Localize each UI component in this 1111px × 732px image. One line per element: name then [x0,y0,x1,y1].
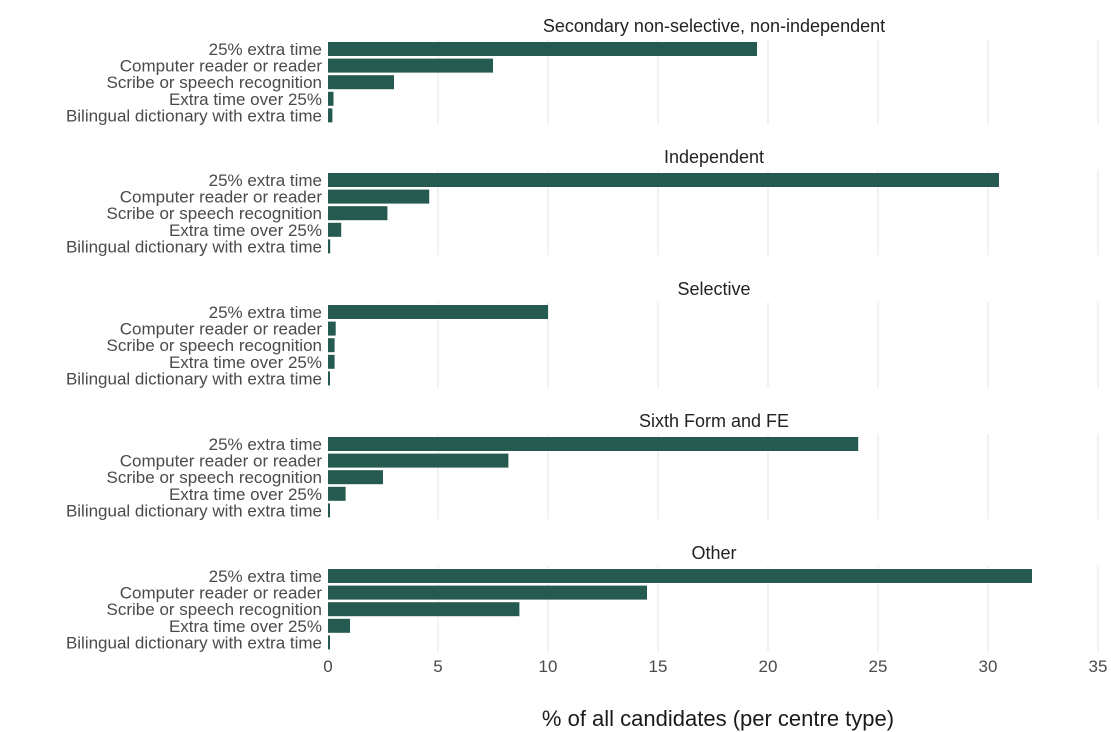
bar [328,371,330,386]
bar [328,189,430,204]
bar [328,91,334,106]
grid-layer [437,39,1099,652]
category-label: Scribe or speech recognition [107,73,322,92]
category-label: Computer reader or reader [120,188,323,207]
bar [328,486,346,501]
category-label: Scribe or speech recognition [107,468,322,487]
category-label: Scribe or speech recognition [107,600,322,619]
category-label: Extra time over 25% [169,353,322,372]
panels-layer: Secondary non-selective, non-independent… [66,16,1032,652]
bar [328,618,350,633]
bar [328,58,493,73]
bar [328,173,999,187]
category-label: Extra time over 25% [169,617,322,636]
bar [328,206,388,221]
panel-title: Selective [677,279,750,299]
category-label: Computer reader or reader [120,320,323,339]
x-tick-label: 5 [433,657,442,676]
category-label: Scribe or speech recognition [107,204,322,223]
category-label: 25% extra time [209,303,322,322]
category-label: 25% extra time [209,567,322,586]
category-label: Bilingual dictionary with extra time [66,106,322,125]
x-tick-label: 20 [759,657,778,676]
category-label: 25% extra time [209,171,322,190]
bar [328,108,333,123]
x-tick-label: 30 [979,657,998,676]
panel-title: Secondary non-selective, non-independent [543,16,885,36]
bar [328,453,509,468]
category-label: Bilingual dictionary with extra time [66,369,322,388]
bar [328,354,335,369]
bar [328,222,342,237]
panel-title: Independent [664,147,764,167]
x-axis: 0 5 10 15 20 25 30 35 [323,657,1107,676]
category-label: Scribe or speech recognition [107,336,322,355]
bar [328,569,1032,583]
category-label: Bilingual dictionary with extra time [66,237,322,256]
category-label: Bilingual dictionary with extra time [66,501,322,520]
panel-0: Secondary non-selective, non-independent… [66,16,885,125]
panel-3: Sixth Form and FE 25% extra timeComputer … [66,411,859,520]
bar [328,42,757,56]
bar [328,602,520,617]
x-tick-label: 15 [649,657,668,676]
bar [328,635,330,650]
category-label: 25% extra time [209,40,322,59]
category-label: 25% extra time [209,435,322,454]
x-tick-label: 25 [869,657,888,676]
category-label: Computer reader or reader [120,57,323,76]
bar [328,305,548,319]
panel-title: Other [691,543,736,563]
category-label: Computer reader or reader [120,452,323,471]
category-label: Extra time over 25% [169,90,322,109]
bar [328,437,859,451]
category-label: Computer reader or reader [120,584,323,603]
bar [328,470,383,485]
category-label: Extra time over 25% [169,485,322,504]
bar [328,239,331,254]
bar [328,503,330,518]
bar [328,321,336,336]
bar [328,75,394,90]
category-label: Extra time over 25% [169,221,322,240]
x-tick-label: 0 [323,657,332,676]
bar [328,338,335,353]
bar [328,585,647,600]
x-tick-label: 35 [1089,657,1108,676]
panel-title: Sixth Form and FE [639,411,789,431]
x-tick-label: 10 [539,657,558,676]
x-axis-label: % of all candidates (per centre type) [542,706,894,731]
category-label: Bilingual dictionary with extra time [66,633,322,652]
